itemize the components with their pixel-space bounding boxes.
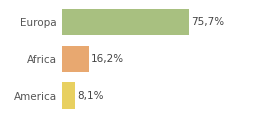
Text: 75,7%: 75,7% <box>191 17 224 27</box>
Text: 16,2%: 16,2% <box>91 54 124 64</box>
Bar <box>62 82 75 109</box>
Bar <box>62 9 189 35</box>
Bar <box>62 45 89 72</box>
Text: 8,1%: 8,1% <box>77 91 104 101</box>
